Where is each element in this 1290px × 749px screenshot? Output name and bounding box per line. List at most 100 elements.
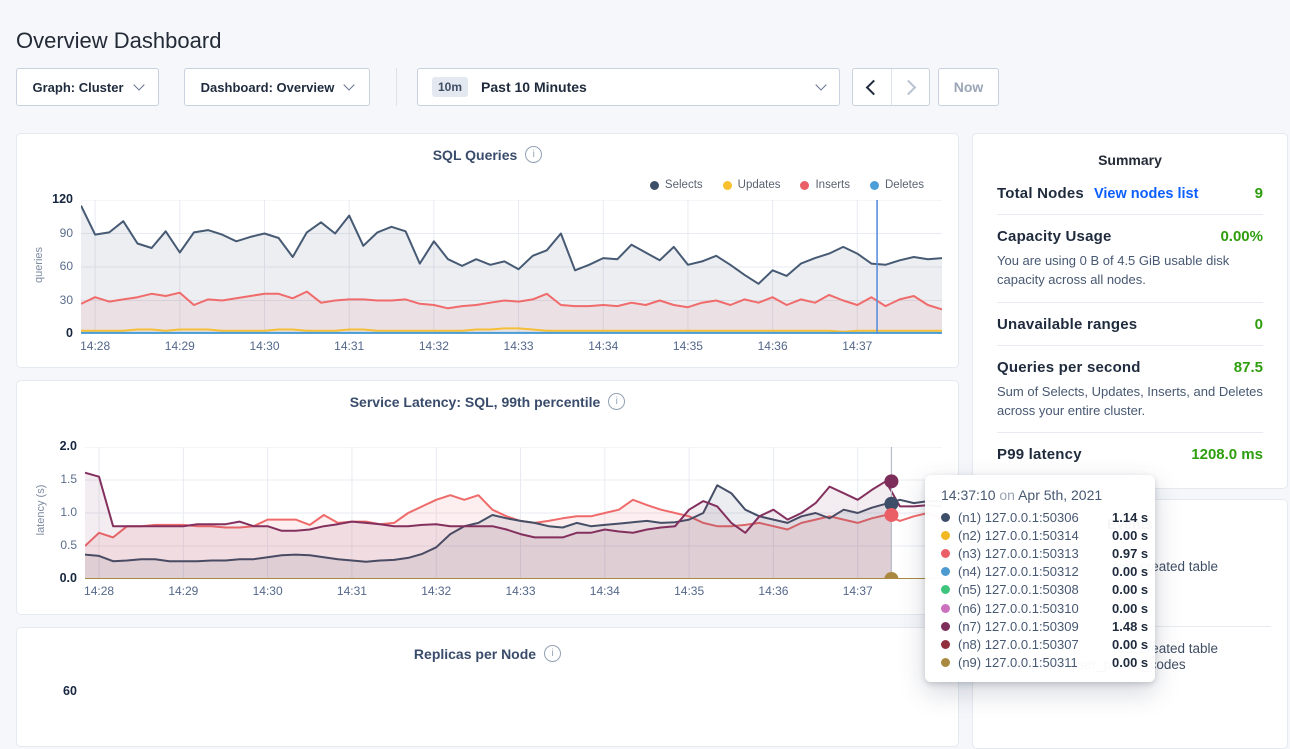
graph-dropdown-label: Graph: Cluster bbox=[32, 80, 123, 95]
x-tick-label: 14:34 bbox=[575, 584, 635, 598]
node-dot-icon bbox=[941, 585, 950, 594]
info-icon[interactable] bbox=[544, 645, 561, 662]
x-tick-label: 14:29 bbox=[153, 584, 213, 598]
node-dot-icon bbox=[941, 640, 950, 649]
summary-value: 1208.0 ms bbox=[1191, 446, 1263, 463]
tooltip-node-value: 1.48 s bbox=[1112, 619, 1148, 634]
chart-title: SQL Queries bbox=[433, 147, 518, 163]
legend-label: Selects bbox=[665, 179, 703, 191]
tooltip-row: (n8) 127.0.0.1:503070.00 s bbox=[941, 635, 1139, 653]
summary-item-row: Total NodesView nodes list9 bbox=[997, 185, 1263, 202]
summary-value: 87.5 bbox=[1234, 359, 1263, 376]
node-dot-icon bbox=[941, 658, 950, 667]
x-tick-label: 14:33 bbox=[491, 584, 551, 598]
tooltip-row: (n9) 127.0.0.1:503110.00 s bbox=[941, 654, 1139, 672]
dashboard-dropdown[interactable]: Dashboard: Overview bbox=[184, 68, 370, 106]
x-tick-label: 14:31 bbox=[322, 584, 382, 598]
summary-item-row: Capacity Usage0.00% bbox=[997, 228, 1263, 245]
tooltip-node-label: (n8) 127.0.0.1:50307 bbox=[958, 637, 1104, 652]
tooltip-node-label: (n3) 127.0.0.1:50313 bbox=[958, 546, 1104, 561]
y-tick-label: 60 bbox=[63, 684, 77, 698]
tooltip-row: (n2) 127.0.0.1:503140.00 s bbox=[941, 526, 1139, 544]
replicas-card: Replicas per Node 60 bbox=[16, 627, 959, 747]
time-back-button[interactable] bbox=[853, 69, 891, 105]
summary-item: Capacity Usage0.00%You are using 0 B of … bbox=[997, 215, 1263, 303]
tooltip-node-label: (n9) 127.0.0.1:50311 bbox=[958, 655, 1104, 670]
info-icon[interactable] bbox=[608, 393, 625, 410]
summary-label: Unavailable ranges bbox=[997, 316, 1137, 333]
x-tick-label: 14:35 bbox=[659, 584, 719, 598]
summary-item: Unavailable ranges0 bbox=[997, 303, 1263, 346]
tooltip-node-label: (n2) 127.0.0.1:50314 bbox=[958, 528, 1104, 543]
y-tick-label: 120 bbox=[33, 192, 73, 206]
tooltip-row: (n4) 127.0.0.1:503120.00 s bbox=[941, 563, 1139, 581]
x-tick-label: 14:35 bbox=[658, 339, 718, 353]
node-dot-icon bbox=[941, 513, 950, 522]
sql-legend: SelectsUpdatesInsertsDeletes bbox=[650, 179, 924, 191]
legend-item: Inserts bbox=[800, 179, 850, 191]
now-button[interactable]: Now bbox=[938, 68, 999, 106]
chart-hover-tooltip: 14:37:10 on Apr 5th, 2021 (n1) 127.0.0.1… bbox=[925, 475, 1155, 682]
dashboard-dropdown-label: Dashboard: Overview bbox=[201, 80, 335, 95]
tooltip-date: Apr 5th, 2021 bbox=[1018, 487, 1102, 503]
time-range-select[interactable]: 10m Past 10 Minutes bbox=[417, 68, 840, 106]
tooltip-rows: (n1) 127.0.0.1:503061.14 s(n2) 127.0.0.1… bbox=[941, 508, 1139, 672]
summary-item: Queries per second87.5 Sum of Selects, Up… bbox=[997, 346, 1263, 434]
summary-item-row: Unavailable ranges0 bbox=[997, 316, 1263, 333]
summary-value: 0.00% bbox=[1220, 228, 1263, 245]
summary-body: Total NodesView nodes list9Capacity Usag… bbox=[997, 172, 1263, 475]
legend-dot-icon bbox=[870, 181, 879, 190]
legend-item: Deletes bbox=[870, 179, 924, 191]
tooltip-node-value: 0.00 s bbox=[1112, 582, 1148, 597]
tooltip-row: (n3) 127.0.0.1:503130.97 s bbox=[941, 544, 1139, 562]
tooltip-node-value: 1.14 s bbox=[1112, 510, 1148, 525]
x-tick-label: 14:37 bbox=[827, 339, 887, 353]
tooltip-timestamp: 14:37:10 on Apr 5th, 2021 bbox=[941, 487, 1139, 503]
summary-panel: Summary Total NodesView nodes list9Capac… bbox=[972, 133, 1288, 489]
tooltip-node-value: 0.00 s bbox=[1112, 601, 1148, 616]
tooltip-node-value: 0.00 s bbox=[1112, 564, 1148, 579]
y-tick-label: 0 bbox=[33, 326, 73, 340]
summary-value: 9 bbox=[1255, 185, 1263, 202]
tooltip-node-label: (n4) 127.0.0.1:50312 bbox=[958, 564, 1104, 579]
x-tick-label: 14:30 bbox=[238, 584, 298, 598]
info-icon[interactable] bbox=[525, 146, 542, 163]
summary-link[interactable]: View nodes list bbox=[1094, 186, 1199, 202]
sql-queries-chart[interactable]: 120906030014:2814:2914:3014:3114:3214:33… bbox=[81, 200, 942, 334]
chart-title-row: Replicas per Node bbox=[17, 645, 958, 662]
node-dot-icon bbox=[941, 604, 950, 613]
tooltip-node-label: (n5) 127.0.0.1:50308 bbox=[958, 582, 1104, 597]
x-tick-label: 14:29 bbox=[150, 339, 210, 353]
sql-queries-card: SQL Queries SelectsUpdatesInsertsDeletes… bbox=[16, 133, 959, 368]
chevron-right-icon bbox=[901, 79, 917, 95]
tooltip-node-value: 0.00 s bbox=[1112, 528, 1148, 543]
x-tick-label: 14:37 bbox=[828, 584, 888, 598]
tooltip-node-label: (n1) 127.0.0.1:50306 bbox=[958, 510, 1104, 525]
node-dot-icon bbox=[941, 622, 950, 631]
x-tick-label: 14:28 bbox=[65, 339, 125, 353]
service-latency-chart[interactable]: 2.01.51.00.50.014:2814:2914:3014:3114:32… bbox=[85, 447, 942, 579]
x-tick-label: 14:30 bbox=[234, 339, 294, 353]
x-tick-label: 14:31 bbox=[319, 339, 379, 353]
time-forward-button[interactable] bbox=[891, 69, 930, 105]
chart-title-row: SQL Queries bbox=[17, 146, 958, 163]
graph-dropdown[interactable]: Graph: Cluster bbox=[16, 68, 159, 106]
tooltip-row: (n6) 127.0.0.1:503100.00 s bbox=[941, 599, 1139, 617]
summary-item-row: Queries per second87.5 bbox=[997, 359, 1263, 376]
x-tick-label: 14:33 bbox=[489, 339, 549, 353]
time-range-badge: 10m bbox=[432, 77, 468, 97]
legend-item: Selects bbox=[650, 179, 703, 191]
node-dot-icon bbox=[941, 531, 950, 540]
chevron-down-icon bbox=[815, 79, 826, 90]
chart-title: Replicas per Node bbox=[414, 646, 536, 662]
chart-title-row: Service Latency: SQL, 99th percentile bbox=[17, 393, 958, 410]
y-tick-label: 0.0 bbox=[37, 571, 77, 585]
summary-item: Total NodesView nodes list9 bbox=[997, 172, 1263, 215]
x-tick-label: 14:36 bbox=[743, 584, 803, 598]
summary-description: Sum of Selects, Updates, Inserts, and De… bbox=[997, 383, 1263, 421]
summary-heading: Summary bbox=[997, 152, 1263, 168]
y-tick-label: 90 bbox=[33, 226, 73, 240]
y-tick-label: 1.5 bbox=[37, 472, 77, 486]
tooltip-node-value: 0.97 s bbox=[1112, 546, 1148, 561]
chevron-left-icon bbox=[865, 79, 881, 95]
